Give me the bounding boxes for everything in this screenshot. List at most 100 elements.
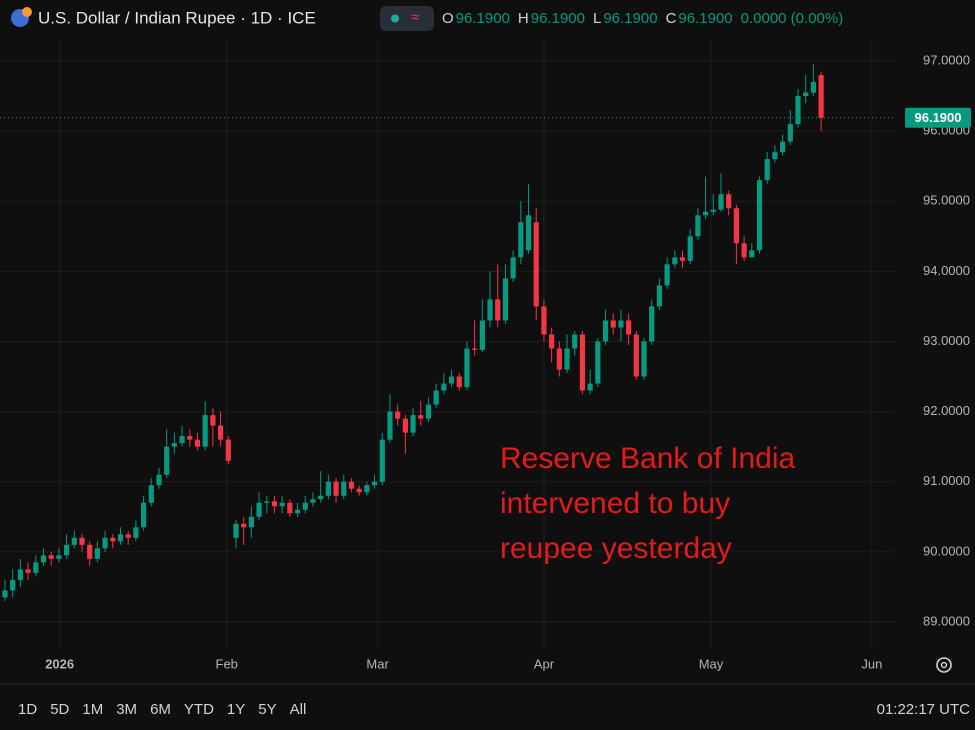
candle-body — [10, 579, 16, 591]
y-tick-label: 97.0000 — [923, 52, 970, 67]
x-tick-label: Feb — [216, 656, 238, 671]
candle-body — [572, 334, 578, 349]
candle-body — [402, 418, 408, 433]
candle-body — [140, 502, 147, 528]
status-pill[interactable] — [380, 6, 434, 31]
candle-body — [364, 485, 370, 493]
candle-body — [764, 159, 770, 181]
range-button[interactable]: 5D — [50, 701, 69, 718]
candle-body — [33, 562, 39, 573]
candle-body — [179, 436, 185, 444]
candle-body — [626, 320, 632, 335]
candle-body — [94, 548, 100, 559]
candle-body — [2, 590, 8, 598]
candle-body — [649, 306, 655, 342]
candle-body — [818, 75, 824, 118]
range-button[interactable]: 6M — [150, 701, 171, 718]
candle-body — [425, 404, 432, 419]
candle-body — [710, 209, 716, 212]
ohlc-legend: O 96.1900 H 96.1900 L 96.1900 C 96.1900 0.0000 (… — [442, 10, 843, 27]
candle-body — [164, 446, 170, 475]
settings-icon[interactable] — [936, 657, 952, 673]
candle-body — [302, 502, 308, 510]
candle-body — [71, 537, 77, 545]
candle-body — [564, 348, 570, 370]
candle-body — [779, 141, 786, 153]
candle-body — [17, 569, 24, 580]
candle-body — [556, 348, 562, 370]
range-toolbar: 1D 5D 1M 3M 6M YTD 1Y 5Y All — [18, 701, 306, 718]
candle-body — [264, 501, 270, 503]
candle-body — [63, 544, 70, 556]
candle-body — [549, 334, 555, 349]
candle-body — [641, 341, 647, 377]
candle-body — [156, 474, 162, 486]
candle-body — [479, 320, 485, 350]
candle-body — [579, 334, 586, 391]
candle-body — [333, 481, 339, 496]
candle-body — [171, 443, 177, 447]
candle-body — [672, 257, 678, 265]
candle-body — [287, 502, 293, 514]
candle-body — [687, 236, 693, 261]
candle-body — [87, 544, 93, 559]
range-button[interactable]: YTD — [184, 701, 214, 718]
y-tick-label: 89.0000 — [923, 613, 970, 628]
candle-body — [271, 501, 278, 507]
candle-body — [610, 320, 616, 328]
candle-body — [310, 499, 316, 503]
ohlc-item: 96.1900 — [603, 10, 657, 27]
candle-body — [40, 555, 47, 563]
candle-body — [602, 320, 609, 342]
range-button[interactable]: 5Y — [258, 701, 276, 718]
plot-area: 89.0000 90.0000 91.0000 92.0000 93.0000 94.00… — [0, 38, 971, 671]
x-tick-label: 2026 — [45, 656, 74, 671]
x-tick-label: Apr — [534, 656, 555, 671]
range-button[interactable]: All — [290, 701, 307, 718]
candle-body — [371, 481, 378, 486]
range-button[interactable]: 1D — [18, 701, 37, 718]
x-tick-label: Jun — [861, 656, 882, 671]
candle-body — [395, 411, 401, 419]
ohlc-item: C — [666, 10, 677, 27]
candle-body — [518, 222, 524, 258]
candle-body — [433, 390, 439, 405]
candle-body — [464, 348, 470, 388]
ohlc-item: 96.1900 — [531, 10, 585, 27]
candle-body — [803, 92, 809, 97]
candle-body — [225, 439, 231, 461]
candle-body — [595, 341, 601, 384]
candle-body — [633, 334, 639, 377]
y-tick-label: 94.0000 — [923, 263, 970, 278]
candle-body — [587, 383, 593, 391]
range-button[interactable]: 1M — [82, 701, 103, 718]
candle-body — [787, 124, 793, 142]
candle-body — [772, 152, 778, 160]
clock: 01:22:17 UTC — [877, 701, 971, 718]
market-status — [391, 14, 399, 23]
candle-body — [48, 555, 54, 559]
candle-body — [810, 82, 816, 93]
candle-body — [56, 555, 62, 559]
candle-body — [210, 415, 216, 426]
ohlc-item: O — [442, 10, 454, 27]
candle-body — [733, 208, 740, 244]
range-button[interactable]: 3M — [116, 701, 137, 718]
candle-body — [279, 502, 285, 507]
candle-body — [256, 502, 262, 517]
candle-body — [487, 299, 493, 321]
candle-body — [418, 415, 424, 419]
candle-body — [726, 194, 732, 209]
range-button[interactable]: 1Y — [227, 701, 245, 718]
candle-body — [410, 415, 416, 433]
flag-icon — [22, 7, 32, 17]
candle-body — [448, 376, 455, 384]
candle-body — [217, 425, 224, 440]
candle-body — [618, 320, 624, 328]
candle-body — [664, 264, 670, 286]
last-price-label: 96.1900 — [915, 110, 962, 125]
candle-body — [117, 534, 124, 542]
annotation: reupee yesterday — [500, 532, 732, 565]
candle-body — [202, 415, 208, 447]
ohlc-item: L — [593, 10, 601, 27]
